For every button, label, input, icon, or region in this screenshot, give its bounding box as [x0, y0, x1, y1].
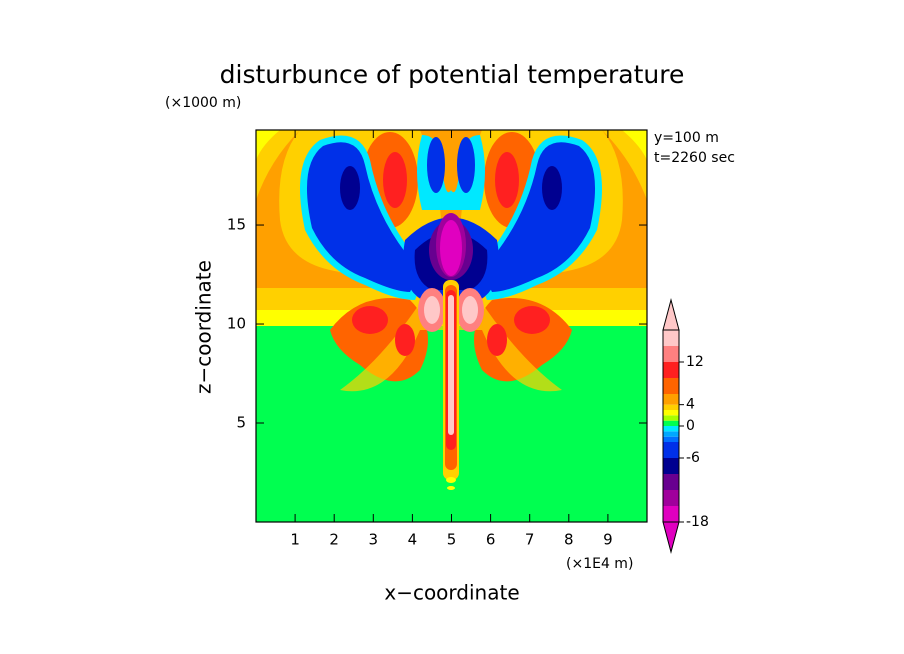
colorbar-segment [663, 404, 679, 410]
x-tick-label: 7 [525, 531, 535, 549]
y-tick-label: 5 [236, 414, 246, 432]
y-axis-label: z−coordinate [192, 260, 216, 394]
colorbar-segment [663, 415, 679, 421]
field-region [447, 486, 455, 490]
field-region [488, 142, 596, 292]
field-region [256, 130, 280, 160]
x-tick-label: 5 [447, 531, 457, 549]
field-region [446, 477, 456, 483]
x-tick-label: 2 [329, 531, 339, 549]
colorbar-segment [663, 474, 679, 490]
colorbar-segment [663, 410, 679, 416]
field-region [256, 130, 300, 200]
colorbar-segment [663, 420, 679, 426]
colorbar-extend-bottom [662, 521, 680, 554]
field-region [395, 324, 415, 356]
x-tick-label: 6 [486, 531, 496, 549]
colorbar-segment [663, 378, 679, 394]
annotation: y=100 m [654, 130, 719, 146]
colorbar-tick-label: -6 [686, 450, 700, 466]
field-region [427, 137, 445, 193]
x-unit-label: (×1E4 m) [566, 556, 633, 572]
x-axis-label: x−coordinate [384, 581, 519, 605]
colorbar-segment [663, 436, 679, 442]
field-region [495, 152, 519, 208]
colorbar-tick-label: 4 [686, 397, 695, 413]
field-region [487, 324, 507, 356]
field-region [383, 152, 407, 208]
colorbar-segment [663, 458, 679, 474]
colorbar-segment [663, 442, 679, 458]
x-tick-label: 8 [564, 531, 574, 549]
colorbar-tick-label: 0 [686, 418, 695, 434]
y-tick-label: 10 [227, 315, 246, 333]
field-region [622, 130, 647, 160]
colorbar-segment [663, 346, 679, 362]
colorbar-extend-top [662, 298, 680, 331]
y-tick-label: 15 [227, 216, 246, 234]
colorbar-segment [663, 426, 679, 432]
colorbar-segment [663, 431, 679, 437]
field-region [602, 130, 647, 200]
field-region [448, 295, 454, 435]
field-region [514, 306, 550, 334]
y-unit-label: (×1000 m) [165, 95, 241, 111]
field-region [457, 137, 475, 193]
x-tick-label: 3 [369, 531, 379, 549]
x-tick-label: 9 [603, 531, 613, 549]
field-region [542, 166, 562, 210]
field-region [462, 296, 478, 324]
contour-field [256, 130, 647, 522]
colorbar-tick-label: -18 [686, 514, 709, 530]
colorbar-tick-label: 12 [686, 354, 704, 370]
chart-title: disturbunce of potential temperature [220, 60, 685, 89]
x-tick-label: 1 [290, 531, 300, 549]
field-region [424, 296, 440, 324]
annotation: t=2260 sec [654, 150, 735, 166]
colorbar-segment [663, 490, 679, 506]
x-tick-label: 4 [408, 531, 418, 549]
colorbar-segment [663, 506, 679, 522]
colorbar-segment [663, 394, 679, 405]
field-region [352, 306, 388, 334]
colorbar-segment [663, 330, 679, 346]
field-region [340, 166, 360, 210]
field-region [440, 220, 462, 276]
field-region [306, 142, 414, 292]
field-region [340, 300, 562, 392]
colorbar-segment [663, 362, 679, 378]
